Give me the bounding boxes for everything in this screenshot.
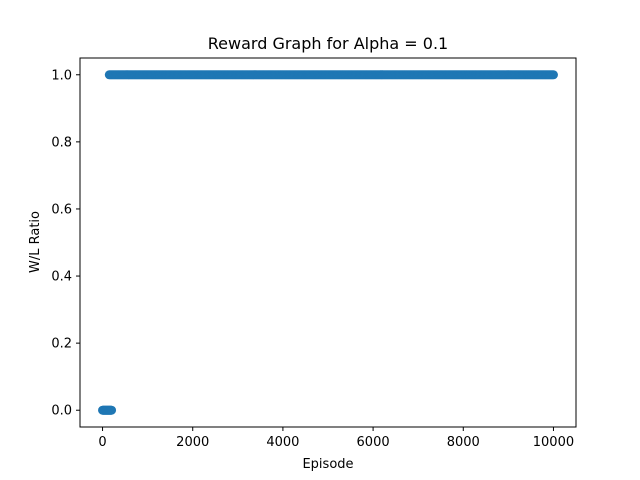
- x-tick-label: 8000: [447, 435, 480, 450]
- x-axis: 0 2000 4000 6000 8000 10000: [98, 427, 574, 450]
- x-axis-label: Episode: [302, 457, 353, 472]
- y-tick-label: 1.0: [51, 68, 72, 83]
- scatter-point: [107, 405, 117, 415]
- y-axis: 0.0 0.2 0.4 0.6 0.8 1.0: [51, 68, 80, 419]
- y-tick-label: 0.8: [51, 135, 72, 150]
- x-tick-label: 0: [98, 435, 106, 450]
- plot-frame: [79, 57, 577, 428]
- scatter-point: [548, 70, 558, 80]
- y-tick-label: 0.6: [51, 202, 72, 217]
- y-tick-label: 0.4: [51, 270, 72, 285]
- y-tick-label: 0.2: [51, 337, 72, 352]
- x-tick-label: 10000: [533, 435, 574, 450]
- chart-title: Reward Graph for Alpha = 0.1: [208, 34, 448, 53]
- points-layer: [98, 70, 558, 415]
- y-axis-label: W/L Ratio: [28, 211, 43, 273]
- x-tick-label: 4000: [266, 435, 299, 450]
- y-tick-label: 0.0: [51, 404, 72, 419]
- x-tick-label: 6000: [357, 435, 390, 450]
- x-tick-label: 2000: [176, 435, 209, 450]
